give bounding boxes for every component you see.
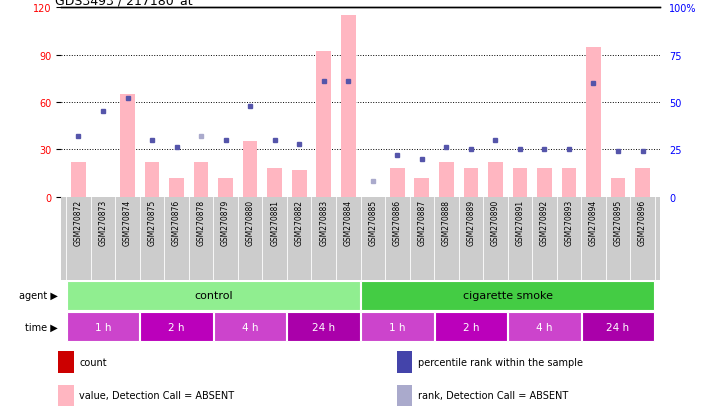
Text: GSM270882: GSM270882 bbox=[295, 199, 304, 246]
Bar bbox=[439, 163, 454, 197]
Bar bbox=[267, 169, 282, 197]
Text: percentile rank within the sample: percentile rank within the sample bbox=[418, 357, 583, 367]
Bar bbox=[397, 351, 412, 373]
Text: 2 h: 2 h bbox=[168, 322, 185, 332]
Text: GSM270892: GSM270892 bbox=[540, 199, 549, 246]
Text: 1 h: 1 h bbox=[389, 322, 405, 332]
Bar bbox=[71, 163, 86, 197]
Text: GSM270884: GSM270884 bbox=[344, 199, 353, 246]
Bar bbox=[66, 313, 139, 341]
Text: GSM270881: GSM270881 bbox=[270, 199, 279, 246]
Bar bbox=[141, 313, 213, 341]
Text: cigarette smoke: cigarette smoke bbox=[463, 291, 553, 301]
Bar bbox=[635, 169, 650, 197]
Text: GSM270889: GSM270889 bbox=[466, 199, 475, 246]
Text: 1 h: 1 h bbox=[94, 322, 111, 332]
Text: control: control bbox=[194, 291, 233, 301]
Text: GSM270879: GSM270879 bbox=[221, 199, 230, 246]
Text: value, Detection Call = ABSENT: value, Detection Call = ABSENT bbox=[79, 390, 234, 400]
Text: GSM270875: GSM270875 bbox=[148, 199, 156, 246]
Text: 4 h: 4 h bbox=[242, 322, 258, 332]
Bar bbox=[218, 178, 233, 197]
Text: GDS3493 / 217180_at: GDS3493 / 217180_at bbox=[56, 0, 193, 7]
Bar bbox=[341, 16, 355, 197]
Bar bbox=[58, 351, 74, 373]
Bar bbox=[120, 95, 135, 197]
Bar bbox=[58, 385, 74, 406]
Text: 2 h: 2 h bbox=[463, 322, 479, 332]
Text: GSM270891: GSM270891 bbox=[516, 199, 524, 246]
Bar bbox=[415, 178, 429, 197]
Text: GSM270883: GSM270883 bbox=[319, 199, 328, 246]
Bar bbox=[169, 178, 184, 197]
Bar bbox=[586, 47, 601, 197]
Bar bbox=[361, 281, 655, 310]
Text: 24 h: 24 h bbox=[312, 322, 335, 332]
Text: GSM270893: GSM270893 bbox=[565, 199, 573, 246]
Bar bbox=[292, 171, 306, 197]
Text: 24 h: 24 h bbox=[606, 322, 629, 332]
Bar bbox=[194, 163, 208, 197]
Bar bbox=[214, 313, 286, 341]
Bar bbox=[537, 169, 552, 197]
Text: 4 h: 4 h bbox=[536, 322, 553, 332]
Bar bbox=[513, 169, 527, 197]
Bar bbox=[66, 281, 360, 310]
Text: time ▶: time ▶ bbox=[25, 322, 58, 332]
Text: GSM270895: GSM270895 bbox=[614, 199, 622, 246]
Text: GSM270874: GSM270874 bbox=[123, 199, 132, 246]
Text: GSM270872: GSM270872 bbox=[74, 199, 83, 246]
Bar bbox=[464, 169, 478, 197]
Text: GSM270888: GSM270888 bbox=[442, 199, 451, 246]
Bar bbox=[611, 178, 625, 197]
Bar bbox=[397, 385, 412, 406]
Text: GSM270880: GSM270880 bbox=[246, 199, 255, 246]
Text: agent ▶: agent ▶ bbox=[19, 291, 58, 301]
Bar bbox=[361, 313, 433, 341]
Bar bbox=[508, 313, 580, 341]
Text: count: count bbox=[79, 357, 107, 367]
Text: GSM270890: GSM270890 bbox=[491, 199, 500, 246]
Text: rank, Detection Call = ABSENT: rank, Detection Call = ABSENT bbox=[418, 390, 568, 400]
Text: GSM270873: GSM270873 bbox=[99, 199, 107, 246]
Text: GSM270885: GSM270885 bbox=[368, 199, 377, 246]
Text: GSM270886: GSM270886 bbox=[393, 199, 402, 246]
Text: GSM270876: GSM270876 bbox=[172, 199, 181, 246]
Bar bbox=[243, 142, 257, 197]
Text: GSM270896: GSM270896 bbox=[638, 199, 647, 246]
Bar bbox=[582, 313, 655, 341]
Bar bbox=[145, 163, 159, 197]
Bar bbox=[435, 313, 507, 341]
Text: GSM270887: GSM270887 bbox=[417, 199, 426, 246]
Bar bbox=[288, 313, 360, 341]
Bar bbox=[488, 163, 503, 197]
Bar bbox=[317, 52, 331, 197]
Text: GSM270894: GSM270894 bbox=[589, 199, 598, 246]
Bar bbox=[390, 169, 404, 197]
Text: GSM270878: GSM270878 bbox=[197, 199, 205, 246]
Bar bbox=[562, 169, 576, 197]
